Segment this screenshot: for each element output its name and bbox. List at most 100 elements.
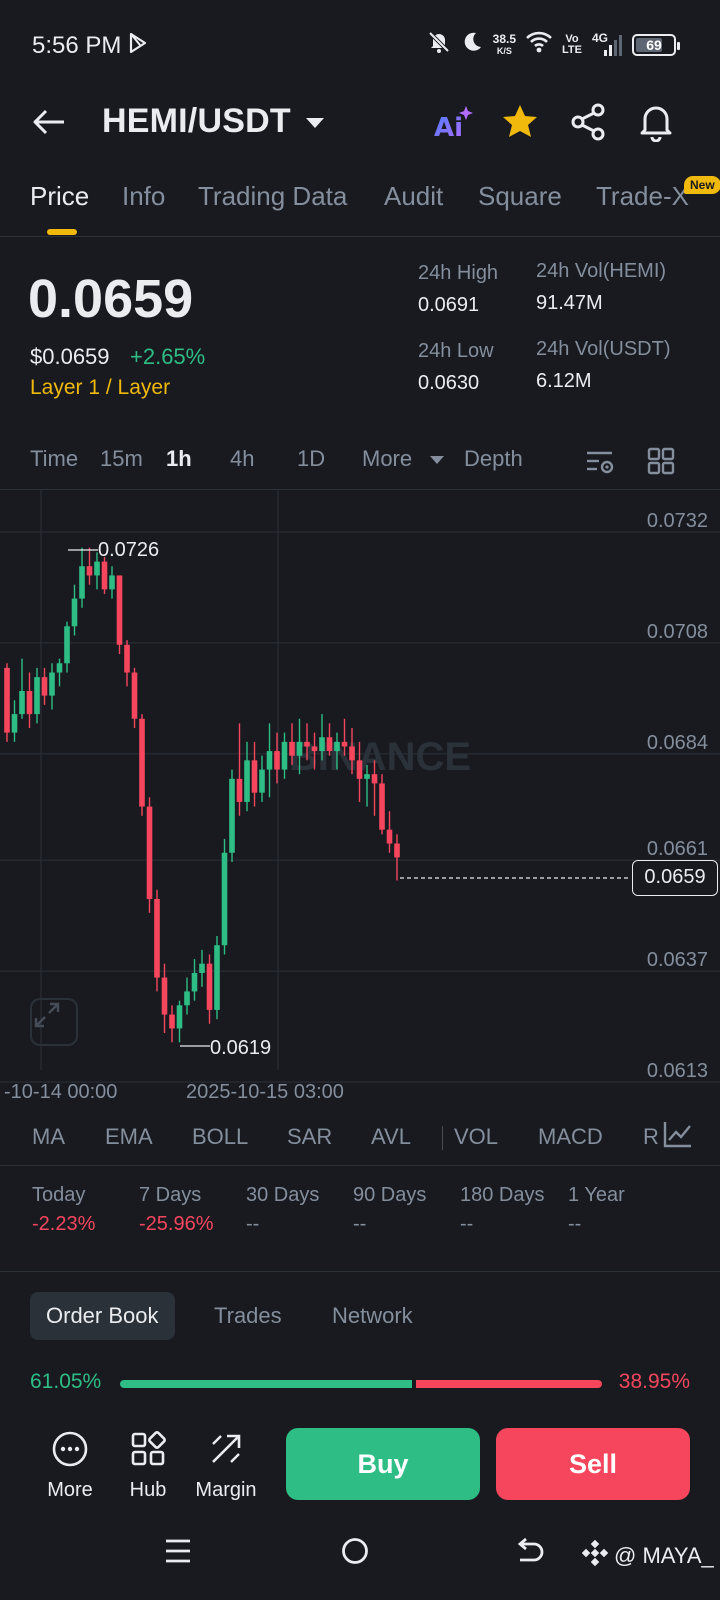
candle bbox=[304, 723, 310, 761]
candle bbox=[19, 658, 25, 719]
tab-audit[interactable]: Audit bbox=[384, 181, 444, 211]
candle-body bbox=[109, 575, 115, 590]
status-time: 5:56 PM bbox=[32, 32, 122, 59]
perf-90d: 90 Days -- bbox=[353, 1184, 427, 1235]
candle bbox=[124, 640, 130, 687]
candle-body bbox=[341, 741, 348, 747]
candle bbox=[341, 718, 348, 756]
new-badge: New bbox=[684, 176, 720, 194]
svg-text:Ai: Ai bbox=[434, 113, 463, 142]
indicator-chart-icon[interactable] bbox=[660, 1118, 694, 1155]
back-nav-icon[interactable] bbox=[514, 1536, 546, 1571]
fullscreen-icon[interactable] bbox=[30, 998, 78, 1046]
indicator-bar: MA EMA BOLL SAR AVL VOL MACD R bbox=[0, 1108, 720, 1166]
chart-canvas[interactable]: BINANCE 0.0726 0.0619 0.0732 0.0708 0.0684… bbox=[0, 490, 720, 1102]
candle-body bbox=[379, 783, 385, 830]
candle bbox=[319, 714, 325, 761]
sell-button[interactable]: Sell bbox=[496, 1428, 690, 1500]
candle-body bbox=[94, 561, 100, 576]
candle-body bbox=[139, 718, 145, 807]
signal-icon: 4G bbox=[592, 31, 622, 57]
candle bbox=[349, 727, 355, 775]
layout-grid-icon[interactable] bbox=[646, 446, 676, 481]
candle-body bbox=[131, 672, 138, 719]
tab-square[interactable]: Square bbox=[478, 181, 562, 211]
ai-icon[interactable]: Ai bbox=[432, 102, 473, 143]
chevron-down-icon[interactable] bbox=[306, 118, 324, 128]
candle bbox=[101, 556, 108, 594]
more-button[interactable]: More bbox=[30, 1430, 110, 1502]
indicator-ema[interactable]: EMA bbox=[105, 1124, 153, 1149]
candle-body bbox=[236, 778, 243, 802]
indicator-vol[interactable]: VOL bbox=[454, 1124, 499, 1149]
creator-watermark: @ MAYA_ bbox=[581, 1539, 714, 1572]
candle bbox=[266, 723, 273, 798]
tab-trades[interactable]: Trades bbox=[214, 1303, 282, 1328]
home-icon[interactable] bbox=[340, 1536, 370, 1571]
candle-body bbox=[221, 852, 228, 946]
tab-order-book[interactable]: Order Book bbox=[30, 1292, 175, 1340]
buy-sell-ratio: 61.05% 38.95% bbox=[0, 1368, 720, 1398]
candle-body bbox=[281, 741, 288, 770]
ratio-bar bbox=[120, 1380, 602, 1388]
hub-button[interactable]: Hub bbox=[108, 1430, 188, 1502]
price-usd: $0.0659 bbox=[30, 344, 110, 369]
tab-trade-x[interactable]: Trade-X bbox=[596, 181, 689, 211]
candle bbox=[26, 672, 33, 728]
interval-4h[interactable]: 4h bbox=[230, 446, 255, 471]
candle-body bbox=[199, 963, 205, 973]
bell-icon[interactable] bbox=[636, 102, 676, 143]
candle bbox=[11, 700, 18, 742]
wifi-icon bbox=[526, 31, 552, 58]
candle bbox=[334, 732, 340, 770]
perf-180d: 180 Days -- bbox=[460, 1184, 545, 1235]
indicator-avl[interactable]: AVL bbox=[371, 1124, 411, 1149]
interval-bar: Time 15m 1h 4h 1D More Depth bbox=[0, 438, 720, 490]
interval-15m[interactable]: 15m bbox=[100, 446, 143, 471]
candle-body bbox=[296, 741, 303, 756]
high-value: 0.0691 bbox=[418, 294, 480, 316]
tab-info[interactable]: Info bbox=[122, 181, 166, 211]
tab-price[interactable]: Price bbox=[30, 181, 90, 211]
candle-body bbox=[154, 898, 160, 978]
star-icon[interactable] bbox=[500, 102, 540, 142]
indicator-macd[interactable]: MACD bbox=[538, 1124, 603, 1149]
play-store-icon bbox=[128, 32, 148, 59]
interval-depth[interactable]: Depth bbox=[464, 446, 523, 471]
category-tag[interactable]: Layer 1 / Layer bbox=[30, 376, 171, 399]
interval-1d[interactable]: 1D bbox=[297, 446, 326, 471]
indicator-boll[interactable]: BOLL bbox=[192, 1124, 249, 1149]
back-arrow-icon[interactable] bbox=[30, 106, 70, 138]
indicator-rsi[interactable]: R bbox=[643, 1124, 659, 1149]
candle bbox=[311, 732, 318, 770]
tab-trading-data[interactable]: Trading Data bbox=[198, 181, 348, 211]
interval-time[interactable]: Time bbox=[30, 446, 79, 471]
interval-more[interactable]: More bbox=[362, 446, 413, 471]
x-tick-label: 2025-10-15 03:00 bbox=[186, 1081, 344, 1102]
current-price-marker: 0.0659 bbox=[632, 860, 718, 896]
candle bbox=[206, 954, 213, 1024]
margin-button[interactable]: Margin bbox=[186, 1430, 266, 1502]
indicator-ma[interactable]: MA bbox=[32, 1124, 65, 1149]
candle-body bbox=[356, 760, 363, 779]
candlestick-chart[interactable]: BINANCE 0.0726 0.0619 0.0732 0.0708 0.0684… bbox=[0, 490, 720, 1102]
candle-body bbox=[71, 598, 78, 627]
sell-percent: 38.95% bbox=[618, 1370, 690, 1393]
recent-apps-icon[interactable] bbox=[164, 1536, 192, 1571]
y-tick-label: 0.0613 bbox=[647, 1060, 708, 1082]
candle bbox=[214, 935, 220, 1020]
candle bbox=[326, 723, 333, 756]
pair-title[interactable]: HEMI/USDT bbox=[102, 102, 291, 140]
chart-settings-icon[interactable] bbox=[584, 446, 616, 483]
candle-body bbox=[244, 760, 250, 802]
buy-button[interactable]: Buy bbox=[286, 1428, 480, 1500]
interval-1h[interactable]: 1h bbox=[166, 446, 192, 471]
chevron-down-icon[interactable] bbox=[430, 456, 444, 464]
candle bbox=[236, 723, 243, 816]
indicator-sar[interactable]: SAR bbox=[287, 1124, 333, 1149]
candle bbox=[364, 764, 370, 807]
tab-network[interactable]: Network bbox=[332, 1303, 413, 1328]
candle bbox=[169, 1005, 175, 1043]
moon-icon bbox=[461, 31, 483, 58]
share-icon[interactable] bbox=[568, 102, 608, 142]
